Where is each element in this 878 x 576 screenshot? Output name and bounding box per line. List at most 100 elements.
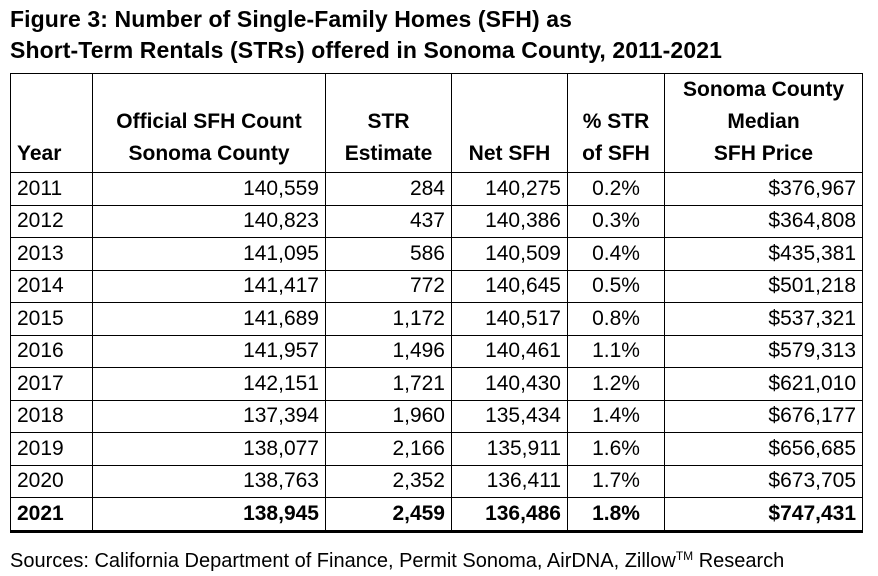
cell-median-price: $579,313 bbox=[664, 334, 863, 368]
header-line: Year bbox=[17, 142, 62, 165]
cell-pct-str: 1.4% bbox=[567, 399, 665, 433]
cell-str-estimate: 1,496 bbox=[325, 334, 452, 368]
table-row: 2016 141,957 1,496 140,461 1.1% $579,313 bbox=[10, 334, 863, 368]
cell-median-price: $364,808 bbox=[664, 204, 863, 238]
cell-str-estimate: 437 bbox=[325, 204, 452, 238]
cell-median-price: $376,967 bbox=[664, 172, 863, 206]
cell-str-estimate: 1,721 bbox=[325, 367, 452, 401]
col-header-net-sfh: Net SFH bbox=[451, 73, 568, 173]
cell-year: 2013 bbox=[10, 237, 93, 271]
cell-year: 2014 bbox=[10, 269, 93, 303]
trademark-mark: TM bbox=[675, 549, 694, 563]
table-row: 2017 142,151 1,721 140,430 1.2% $621,010 bbox=[10, 367, 863, 401]
cell-pct-str: 0.2% bbox=[567, 172, 665, 206]
cell-pct-str: 1.6% bbox=[567, 432, 665, 466]
cell-year: 2020 bbox=[10, 464, 93, 498]
cell-median-price: $621,010 bbox=[664, 367, 863, 401]
table-row: 2021 138,945 2,459 136,486 1.8% $747,431 bbox=[10, 497, 863, 533]
cell-sfh-count: 138,763 bbox=[92, 464, 326, 498]
cell-str-estimate: 1,172 bbox=[325, 302, 452, 336]
cell-year: 2018 bbox=[10, 399, 93, 433]
cell-str-estimate: 2,166 bbox=[325, 432, 452, 466]
header-line: % STR bbox=[582, 110, 650, 133]
cell-net-sfh: 140,461 bbox=[451, 334, 568, 368]
cell-pct-str: 0.8% bbox=[567, 302, 665, 336]
cell-net-sfh: 140,517 bbox=[451, 302, 568, 336]
header-line: Median bbox=[727, 110, 800, 133]
title-line-2: Short-Term Rentals (STRs) offered in Son… bbox=[10, 37, 723, 63]
source-text: Sources: California Department of Financ… bbox=[10, 550, 676, 572]
cell-median-price: $501,218 bbox=[664, 269, 863, 303]
cell-pct-str: 0.4% bbox=[567, 237, 665, 271]
cell-str-estimate: 284 bbox=[325, 172, 452, 206]
cell-str-estimate: 2,459 bbox=[325, 497, 452, 533]
source-suffix: Research bbox=[693, 550, 785, 572]
cell-pct-str: 1.7% bbox=[567, 464, 665, 498]
cell-year: 2012 bbox=[10, 204, 93, 238]
cell-median-price: $656,685 bbox=[664, 432, 863, 466]
cell-median-price: $676,177 bbox=[664, 399, 863, 433]
figure-title: Figure 3: Number of Single-Family Homes … bbox=[10, 4, 722, 66]
cell-str-estimate: 772 bbox=[325, 269, 452, 303]
cell-median-price: $673,705 bbox=[664, 464, 863, 498]
header-line: Net SFH bbox=[468, 142, 551, 165]
table-row: 2011 140,559 284 140,275 0.2% $376,967 bbox=[10, 172, 863, 206]
title-line-1: Figure 3: Number of Single-Family Homes … bbox=[10, 6, 572, 32]
source-note: Sources: California Department of Financ… bbox=[10, 543, 784, 574]
cell-year: 2019 bbox=[10, 432, 93, 466]
cell-net-sfh: 136,486 bbox=[451, 497, 568, 533]
table-body: 2011 140,559 284 140,275 0.2% $376,967 2012 140… bbox=[10, 172, 863, 533]
cell-str-estimate: 586 bbox=[325, 237, 452, 271]
cell-sfh-count: 137,394 bbox=[92, 399, 326, 433]
cell-net-sfh: 135,434 bbox=[451, 399, 568, 433]
cell-net-sfh: 140,275 bbox=[451, 172, 568, 206]
cell-year: 2021 bbox=[10, 497, 93, 533]
col-header-pct-str: % STR of SFH bbox=[567, 73, 665, 173]
header-line: Estimate bbox=[344, 142, 433, 165]
cell-sfh-count: 140,823 bbox=[92, 204, 326, 238]
cell-year: 2015 bbox=[10, 302, 93, 336]
cell-median-price: $435,381 bbox=[664, 237, 863, 271]
table-row: 2014 141,417 772 140,645 0.5% $501,218 bbox=[10, 269, 863, 303]
table-row: 2019 138,077 2,166 135,911 1.6% $656,685 bbox=[10, 432, 863, 466]
cell-year: 2011 bbox=[10, 172, 93, 206]
cell-sfh-count: 141,417 bbox=[92, 269, 326, 303]
table-row: 2013 141,095 586 140,509 0.4% $435,381 bbox=[10, 237, 863, 271]
cell-sfh-count: 141,957 bbox=[92, 334, 326, 368]
col-header-median-price: Sonoma County Median SFH Price bbox=[664, 73, 863, 173]
table-row: 2012 140,823 437 140,386 0.3% $364,808 bbox=[10, 204, 863, 238]
cell-pct-str: 0.5% bbox=[567, 269, 665, 303]
cell-sfh-count: 140,559 bbox=[92, 172, 326, 206]
cell-median-price: $537,321 bbox=[664, 302, 863, 336]
data-table: Year Official SFH Count Sonoma County STR… bbox=[10, 73, 863, 533]
col-header-sfh-count: Official SFH Count Sonoma County bbox=[92, 73, 326, 173]
cell-year: 2017 bbox=[10, 367, 93, 401]
cell-pct-str: 1.2% bbox=[567, 367, 665, 401]
cell-sfh-count: 138,945 bbox=[92, 497, 326, 533]
cell-median-price: $747,431 bbox=[664, 497, 863, 533]
header-row: Year Official SFH Count Sonoma County STR… bbox=[10, 73, 863, 173]
header-line: STR bbox=[367, 110, 410, 133]
cell-sfh-count: 141,689 bbox=[92, 302, 326, 336]
cell-str-estimate: 2,352 bbox=[325, 464, 452, 498]
cell-sfh-count: 138,077 bbox=[92, 432, 326, 466]
cell-pct-str: 0.3% bbox=[567, 204, 665, 238]
header-line: Sonoma County bbox=[128, 142, 290, 165]
cell-net-sfh: 136,411 bbox=[451, 464, 568, 498]
col-header-year: Year bbox=[10, 73, 93, 173]
cell-net-sfh: 135,911 bbox=[451, 432, 568, 466]
cell-net-sfh: 140,386 bbox=[451, 204, 568, 238]
table-row: 2020 138,763 2,352 136,411 1.7% $673,705 bbox=[10, 464, 863, 498]
cell-net-sfh: 140,645 bbox=[451, 269, 568, 303]
header-line: Sonoma County bbox=[683, 78, 844, 101]
header-line: of SFH bbox=[582, 142, 650, 165]
cell-net-sfh: 140,509 bbox=[451, 237, 568, 271]
header-line: Official SFH Count bbox=[116, 110, 302, 133]
cell-net-sfh: 140,430 bbox=[451, 367, 568, 401]
header-line: SFH Price bbox=[713, 142, 814, 165]
cell-sfh-count: 142,151 bbox=[92, 367, 326, 401]
cell-pct-str: 1.1% bbox=[567, 334, 665, 368]
cell-sfh-count: 141,095 bbox=[92, 237, 326, 271]
table-row: 2018 137,394 1,960 135,434 1.4% $676,177 bbox=[10, 399, 863, 433]
